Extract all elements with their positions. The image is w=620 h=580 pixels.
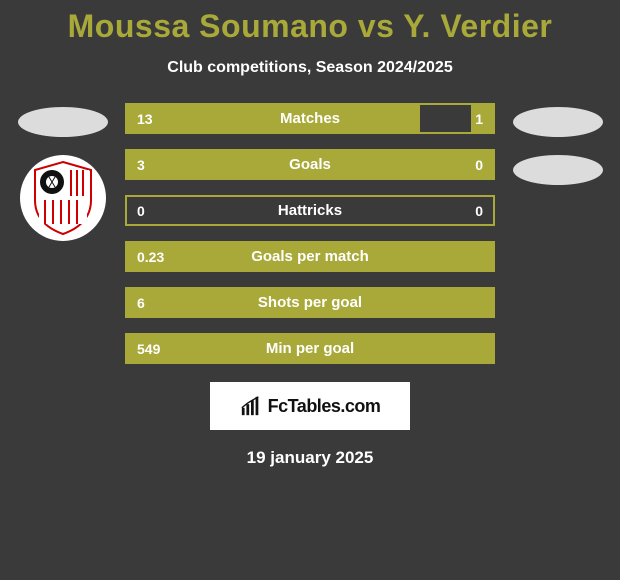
page-title: Moussa Soumano vs Y. Verdier [68,8,553,45]
bar-fill-left [127,105,420,132]
bar-row: 6Shots per goal [125,287,495,318]
player-ellipse [18,107,108,137]
bar-right-value: 1 [475,105,483,132]
bar-label: Hattricks [127,197,493,224]
brand-logo-icon [240,395,262,417]
footer-date: 19 january 2025 [247,448,374,468]
bar-right-value: 0 [475,151,483,178]
player-ellipse [513,155,603,185]
left-player-col [10,103,115,364]
brand-text: FcTables.com [268,396,381,417]
bar-fill-left [127,243,493,270]
player-ellipse [513,107,603,137]
bar-row: 3Goals0 [125,149,495,180]
bar-fill-left [127,335,493,362]
comparison-bars: 13Matches13Goals00Hattricks00.23Goals pe… [125,103,495,364]
bar-fill-left [127,289,493,316]
club-crest [20,155,106,241]
bar-left-value: 3 [137,151,145,178]
bar-left-value: 0 [137,197,145,224]
bar-row: 549Min per goal [125,333,495,364]
bar-fill-left [127,151,493,178]
crest-icon [31,160,95,236]
bar-right-value: 0 [475,197,483,224]
footer: FcTables.com 19 january 2025 [210,382,410,468]
bar-left-value: 0.23 [137,243,164,270]
right-player-col [505,103,610,364]
bar-row: 0.23Goals per match [125,241,495,272]
chart-area: 13Matches13Goals00Hattricks00.23Goals pe… [0,103,620,364]
bar-left-value: 13 [137,105,153,132]
bar-row: 13Matches1 [125,103,495,134]
brand-box: FcTables.com [210,382,410,430]
bar-left-value: 549 [137,335,160,362]
page-subtitle: Club competitions, Season 2024/2025 [167,59,452,77]
bar-row: 0Hattricks0 [125,195,495,226]
bar-left-value: 6 [137,289,145,316]
comparison-infographic: Moussa Soumano vs Y. Verdier Club compet… [0,0,620,468]
